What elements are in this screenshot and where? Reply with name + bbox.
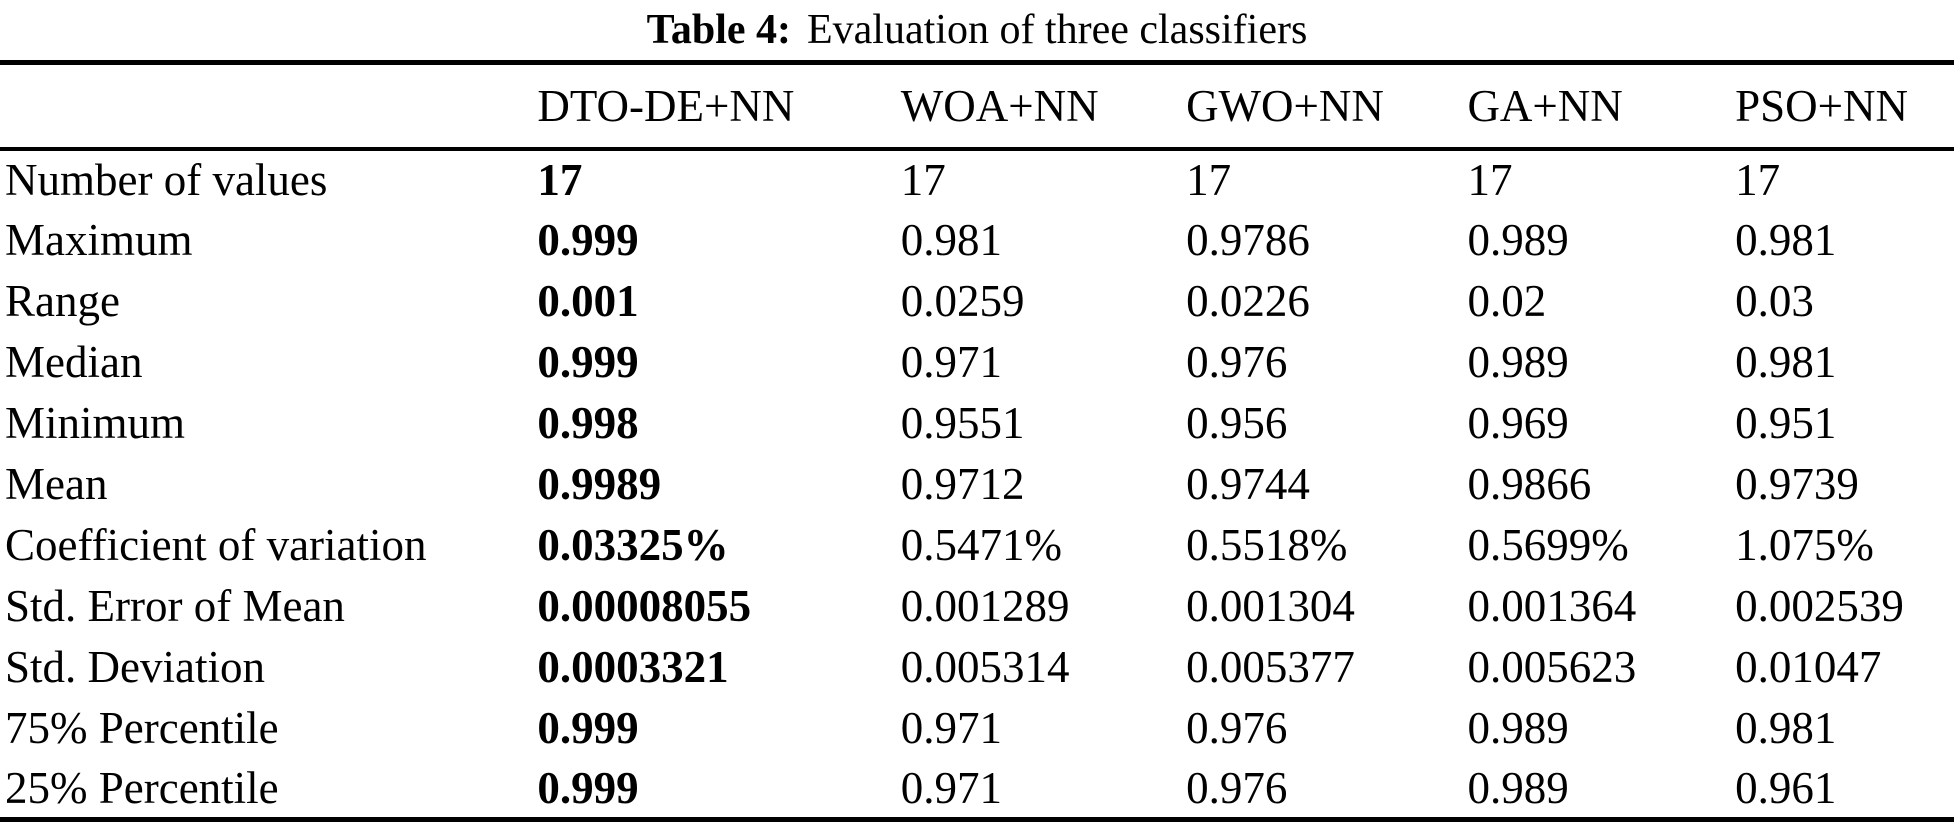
cell-value: 0.9786 [1186,215,1310,265]
cell-value: 0.9712 [900,459,1025,509]
table-row: Mean 0.9989 0.9712 0.9744 0.9866 0.9739 [0,454,1954,515]
cell-value: 0.989 [1467,337,1569,387]
cell-value: 0.5699% [1467,520,1629,570]
cell-value: 0.969 [1467,398,1569,448]
table-row: Minimum 0.998 0.9551 0.956 0.969 0.951 [0,393,1954,454]
cell-value: 0.001 [537,276,639,326]
row-label: 25% Percentile [5,762,279,813]
cell-value: 0.989 [1467,215,1569,265]
cell-value: 0.001289 [900,581,1070,631]
cell-value: 0.999 [537,215,639,265]
cell-value: 0.001364 [1467,581,1637,631]
cell-value: 17 [1186,155,1232,205]
row-label: Number of values [5,155,328,205]
table-body: Number of values 17 17 17 17 17 Maximum 0.999 0.… [0,149,1954,820]
cell-value: 0.0226 [1186,276,1310,326]
cell-value: 0.951 [1735,398,1837,448]
cell-value: 0.03 [1735,276,1814,326]
cell-value: 0.956 [1186,398,1288,448]
table-row: Std. Error of Mean 0.00008055 0.001289 0.00… [0,576,1954,637]
cell-value: 0.5471% [900,520,1063,570]
cell-value: 0.9739 [1735,459,1859,509]
cell-value: 0.981 [1735,703,1837,753]
table-row: 25% Percentile 0.999 0.971 0.976 0.989 0.961 [0,759,1954,820]
cell-value: 0.005623 [1467,642,1637,692]
row-label: 75% Percentile [5,703,279,753]
cell-value: 0.971 [900,762,1003,813]
table-caption-text: Evaluation of three classifiers [807,7,1308,53]
header-row: DTO-DE+NN WOA+NN GWO+NN GA+NN PSO+NN [0,62,1954,151]
cell-value: 0.981 [1735,337,1837,387]
cell-value: 17 [1735,155,1781,205]
cell-value: 0.002539 [1735,581,1904,631]
column-header: GWO+NN [1186,62,1468,151]
cell-value: 0.005314 [900,642,1070,692]
cell-value: 0.005377 [1186,642,1355,692]
row-label: Maximum [5,215,193,265]
cell-value: 0.976 [1186,703,1288,753]
cell-value: 17 [537,155,583,205]
table-row: Range 0.001 0.0259 0.0226 0.02 0.03 [0,271,1954,332]
cell-value: 0.989 [1467,703,1569,753]
cell-value: 0.981 [1735,215,1837,265]
cell-value: 0.971 [900,703,1003,753]
cell-value: 0.00008055 [537,581,752,631]
cell-value: 0.971 [900,337,1003,387]
column-header: DTO-DE+NN [537,62,901,151]
cell-value: 0.02 [1467,276,1547,326]
table-row: Number of values 17 17 17 17 17 [0,149,1954,210]
cell-value: 0.03325% [537,520,729,570]
table-row: 75% Percentile 0.999 0.971 0.976 0.989 0.981 [0,698,1954,759]
cell-value: 0.01047 [1735,642,1882,692]
cell-value: 0.981 [900,215,1003,265]
cell-value: 1.075% [1735,520,1874,570]
cell-value: 0.001304 [1186,581,1355,631]
cell-value: 0.961 [1735,762,1837,813]
cell-value: 0.976 [1186,762,1288,813]
cell-value: 0.9866 [1467,459,1592,509]
row-label: Minimum [5,398,186,448]
cell-value: 0.9744 [1186,459,1310,509]
row-label: Range [5,276,120,326]
column-header: WOA+NN [900,62,1187,151]
column-header: GA+NN [1467,62,1736,151]
cell-value: 0.999 [537,703,639,753]
cell-value: 0.5518% [1186,520,1348,570]
row-label-header [0,62,538,151]
table-caption-label: Table 4: [646,7,791,53]
row-label: Std. Deviation [5,642,265,692]
cell-value: 0.989 [1467,762,1569,813]
table-caption: Table 4: Evaluation of three classifiers [0,4,1954,60]
cell-value: 0.0003321 [537,642,729,692]
table-row: Coefficient of variation 0.03325% 0.5471% 0… [0,515,1954,576]
cell-value: 0.999 [537,337,639,387]
cell-value: 0.998 [537,398,639,448]
table-row: Median 0.999 0.971 0.976 0.989 0.981 [0,332,1954,393]
cell-value: 0.999 [537,762,639,813]
column-header: PSO+NN [1735,62,1954,151]
evaluation-table: DTO-DE+NN WOA+NN GWO+NN GA+NN PSO+NN Number … [0,60,1954,822]
row-label: Std. Error of Mean [5,581,345,631]
table-row: Maximum 0.999 0.981 0.9786 0.989 0.981 [0,210,1954,271]
row-label: Coefficient of variation [5,520,427,570]
row-label: Median [5,337,143,387]
cell-value: 17 [1467,155,1513,205]
cell-value: 17 [900,155,946,205]
row-label: Mean [5,459,108,509]
cell-value: 0.9551 [900,398,1025,448]
cell-value: 0.976 [1186,337,1288,387]
cell-value: 0.0259 [900,276,1025,326]
table-row: Std. Deviation 0.0003321 0.005314 0.005377 0… [0,637,1954,698]
cell-value: 0.9989 [537,459,662,509]
